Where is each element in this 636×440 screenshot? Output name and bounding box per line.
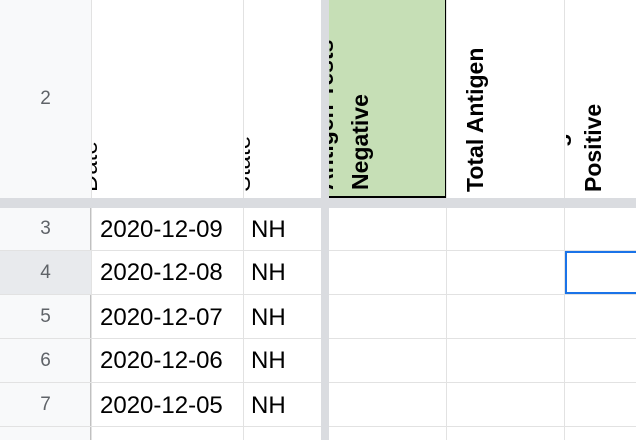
cell-state[interactable]: NH xyxy=(251,392,286,419)
header-cell-date[interactable]: Date xyxy=(92,0,244,198)
grid-line xyxy=(0,426,636,427)
header-cell-negative-antigen[interactable]: Negative Antigen Tests (People) xyxy=(329,0,447,198)
row-header-3[interactable]: 3 xyxy=(40,218,51,239)
grid-line xyxy=(0,382,636,383)
header-cell-positive-antigen[interactable]: Positive Antigen Tests xyxy=(566,0,636,198)
grid-line xyxy=(91,0,92,440)
grid-line xyxy=(564,0,565,440)
cell-state[interactable]: NH xyxy=(251,304,286,331)
cell-date[interactable]: 2020-12-06 xyxy=(100,347,223,374)
cell-state[interactable]: NH xyxy=(251,347,286,374)
cell-date[interactable]: 2020-12-07 xyxy=(100,304,223,331)
frozen-row-divider[interactable] xyxy=(0,198,636,208)
cell-state[interactable]: NH xyxy=(251,216,286,243)
header-label-negative-line1: Negative xyxy=(347,94,373,190)
header-row xyxy=(0,0,636,198)
frozen-column-divider[interactable] xyxy=(321,0,329,440)
row-header-4[interactable]: 4 xyxy=(0,251,91,294)
grid-line xyxy=(0,338,636,339)
header-cell-total-antigen[interactable]: Total Antigen Tests xyxy=(448,0,565,198)
grid-line xyxy=(0,294,636,295)
header-label-positive-line2: Antigen Tests xyxy=(566,41,571,192)
row-header-6[interactable]: 6 xyxy=(40,349,51,371)
grid-line xyxy=(0,250,636,251)
header-label-date: Date xyxy=(92,141,103,192)
cell-date[interactable]: 2020-12-08 xyxy=(100,259,223,286)
selected-cell[interactable] xyxy=(565,251,636,294)
cell-date[interactable]: 2020-12-05 xyxy=(100,392,223,419)
header-label-state: State xyxy=(245,135,256,192)
cell-date[interactable]: 2020-12-09 xyxy=(100,216,223,243)
header-cell-state[interactable]: State xyxy=(245,0,321,198)
grid-line xyxy=(243,0,244,440)
row-header-7[interactable]: 7 xyxy=(40,393,51,415)
header-label-positive-line1: Positive xyxy=(580,103,606,192)
cell-state[interactable]: NH xyxy=(251,259,286,286)
grid-line xyxy=(446,0,447,440)
header-label-total-line1: Total Antigen xyxy=(462,47,488,192)
header-label-total-line2: Tests xyxy=(448,133,453,192)
row-header-2[interactable]: 2 xyxy=(0,0,91,198)
row-header-5[interactable]: 5 xyxy=(40,305,51,327)
header-label-negative-line2: Antigen Tests xyxy=(329,39,338,190)
